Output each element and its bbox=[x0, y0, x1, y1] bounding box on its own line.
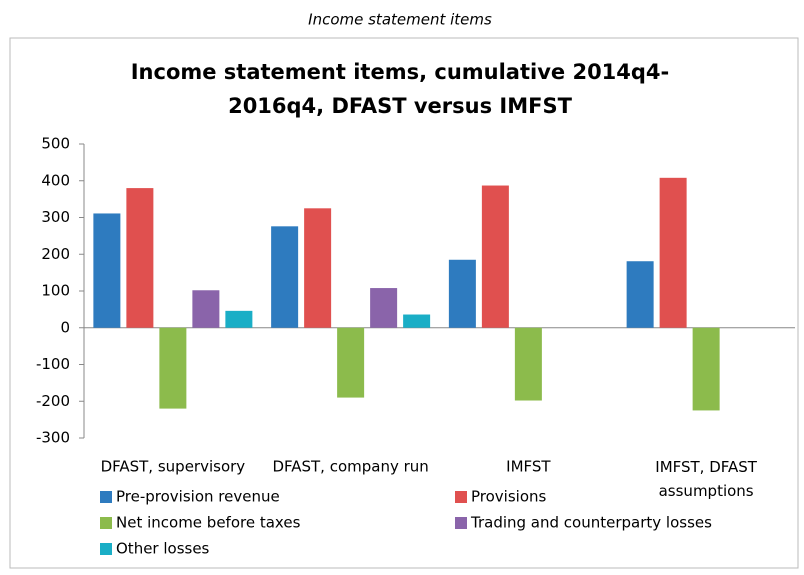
caption: Income statement items bbox=[308, 11, 492, 29]
legend-label: Pre-provision revenue bbox=[116, 488, 280, 506]
bar bbox=[448, 259, 476, 328]
bar bbox=[93, 213, 121, 328]
y-tick-label: 500 bbox=[41, 135, 70, 153]
y-tick-label: 200 bbox=[41, 245, 70, 263]
x-tick-label: IMFST, DFAST assumptions bbox=[655, 458, 758, 500]
legend-label: Provisions bbox=[471, 488, 547, 506]
y-tick-label: 0 bbox=[60, 318, 70, 336]
bar bbox=[692, 327, 720, 411]
bar bbox=[403, 314, 431, 328]
legend-label: Trading and counterparty losses bbox=[470, 514, 712, 532]
bar bbox=[659, 177, 687, 328]
bar bbox=[192, 290, 220, 328]
y-tick-label: 300 bbox=[41, 208, 70, 226]
bar bbox=[126, 188, 154, 328]
chart-frame bbox=[9, 37, 799, 569]
bar bbox=[337, 327, 365, 398]
bar bbox=[304, 208, 332, 328]
x-tick-label: DFAST, company run bbox=[272, 458, 428, 476]
bar bbox=[271, 226, 299, 328]
y-tick-label: -200 bbox=[36, 392, 70, 410]
bar bbox=[481, 185, 509, 328]
legend-swatch bbox=[455, 517, 467, 529]
bar bbox=[225, 310, 253, 328]
legend-swatch bbox=[455, 491, 467, 503]
y-tick-label: -100 bbox=[36, 355, 70, 373]
legend-swatch bbox=[100, 491, 112, 503]
y-tick-label: 400 bbox=[41, 171, 70, 189]
bar bbox=[370, 288, 398, 328]
y-tick-label: 100 bbox=[41, 282, 70, 300]
chart-title: Income statement items, cumulative 2014q… bbox=[131, 60, 670, 84]
bar bbox=[159, 327, 187, 409]
legend-label: Net income before taxes bbox=[116, 514, 301, 532]
x-tick-label: IMFST bbox=[506, 458, 551, 476]
chart-title: 2016q4, DFAST versus IMFST bbox=[228, 94, 572, 118]
x-tick-label: DFAST, supervisory bbox=[101, 458, 246, 476]
bar bbox=[514, 327, 542, 401]
y-tick-label: -300 bbox=[36, 429, 70, 447]
legend-swatch bbox=[100, 543, 112, 555]
legend-swatch bbox=[100, 517, 112, 529]
legend-label: Other losses bbox=[116, 540, 210, 558]
bar bbox=[626, 261, 654, 328]
